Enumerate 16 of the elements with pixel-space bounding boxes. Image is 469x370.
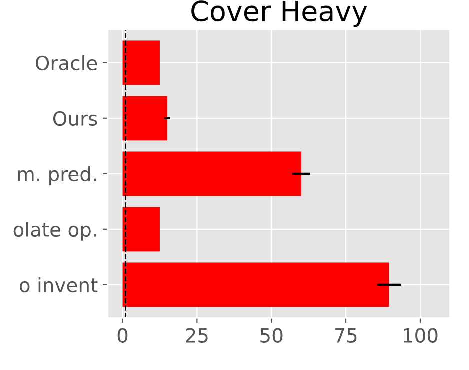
bar [122,207,160,252]
y-tick-label: m. pred. [18,166,96,186]
y-tick-label: olate op. [14,222,96,241]
bar [122,40,160,86]
chart-title: Cover Heavy [192,0,368,28]
x-tick-label: 25 [186,328,208,343]
y-tick-label: Oracle [36,56,98,71]
x-tick-label: 50 [260,328,283,343]
x-tick-label: 100 [404,328,438,343]
bar [122,152,302,196]
bar [122,262,390,308]
y-tick-label: Ours [53,111,98,126]
x-tick-label: 75 [335,328,357,343]
y-tick-label: o invent [20,278,98,293]
x-tick-label: 0 [118,328,128,343]
bar [122,96,168,141]
